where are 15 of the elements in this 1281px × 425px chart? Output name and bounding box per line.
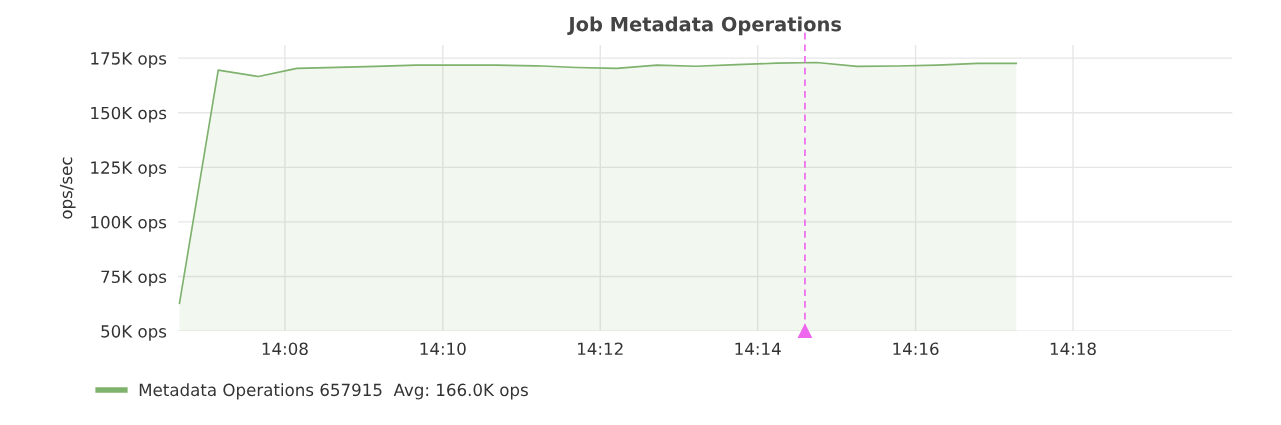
x-tick-label: 14:10 (420, 342, 466, 356)
y-tick-label: 150K ops (91, 106, 167, 123)
y-tick-label: 100K ops (91, 215, 167, 232)
x-tick-label: 14:12 (578, 342, 623, 355)
y-tick-label: 75K ops (101, 270, 167, 287)
y-tick-label: 50K ops (101, 325, 167, 341)
y-tick-label: 175K ops (91, 52, 167, 68)
y-axis-title: ops/sec (59, 157, 76, 219)
legend-label: Metadata Operations 657915 Avg: 166.0K ops (139, 383, 528, 400)
x-tick-label: 14:18 (1050, 342, 1096, 356)
chart-title: Job Metadata Operations (567, 16, 842, 36)
y-tick-label: 125K ops (91, 161, 167, 178)
x-tick-label: 14:08 (262, 342, 308, 356)
x-tick-label: 14:14 (735, 342, 781, 355)
x-tick-label: 14:16 (893, 342, 939, 356)
